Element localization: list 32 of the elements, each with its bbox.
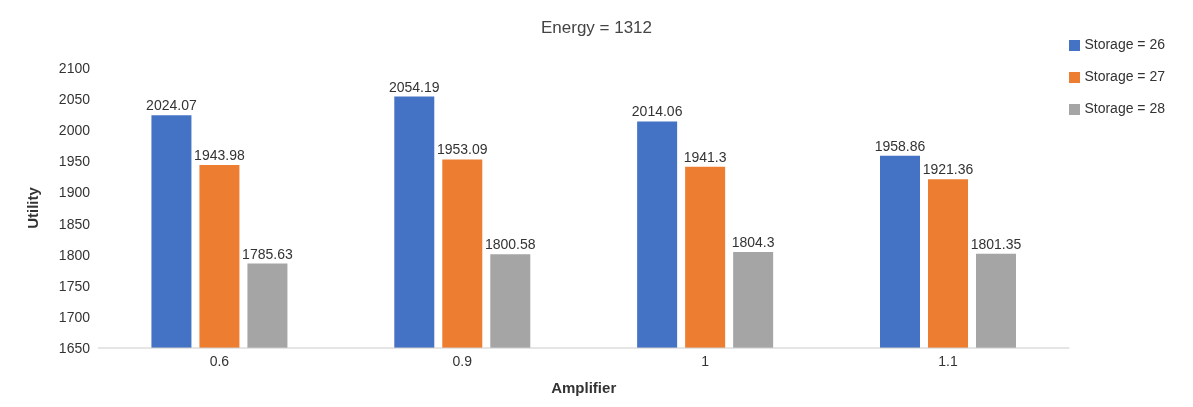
y-tick-label: 1950 bbox=[58, 153, 91, 170]
y-tick-label: 2100 bbox=[58, 59, 91, 76]
x-tick-label: 1.1 bbox=[938, 352, 958, 369]
y-axis-title: Utility bbox=[24, 186, 42, 229]
legend-label: Storage = 28 bbox=[1084, 100, 1165, 116]
data-label: 1804.3 bbox=[731, 233, 775, 250]
y-tick-label: 1750 bbox=[58, 277, 91, 294]
y-tick-label: 1850 bbox=[58, 215, 91, 232]
data-label: 1801.35 bbox=[970, 235, 1022, 252]
x-tick-label: 0.6 bbox=[209, 352, 230, 369]
x-axis-title: Amplifier bbox=[551, 379, 617, 396]
y-tick-label: 1700 bbox=[58, 308, 91, 325]
data-label: 2024.07 bbox=[146, 97, 197, 114]
data-label: 1943.98 bbox=[194, 147, 245, 164]
y-tick-label: 2000 bbox=[58, 122, 91, 139]
y-tick-label: 1650 bbox=[58, 339, 91, 356]
y-tick-label: 1800 bbox=[58, 246, 91, 263]
legend-label: Storage = 26 bbox=[1084, 36, 1165, 52]
x-tick-label: 0.9 bbox=[452, 352, 473, 369]
data-label: 2014.06 bbox=[631, 103, 683, 120]
x-tick-label: 1 bbox=[701, 352, 710, 369]
data-label: 2054.19 bbox=[388, 78, 440, 95]
data-label: 1958.86 bbox=[874, 137, 926, 154]
chart-title: Energy = 1312 bbox=[540, 18, 653, 37]
data-label: 1800.58 bbox=[484, 236, 536, 253]
data-label: 1953.09 bbox=[436, 141, 488, 158]
data-label: 1785.63 bbox=[242, 245, 293, 262]
y-tick-label: 2050 bbox=[58, 91, 91, 108]
legend-label: Storage = 27 bbox=[1084, 68, 1165, 84]
y-tick-label: 1900 bbox=[58, 184, 91, 201]
data-label: 1921.36 bbox=[922, 161, 974, 178]
data-label: 1941.3 bbox=[683, 148, 727, 165]
